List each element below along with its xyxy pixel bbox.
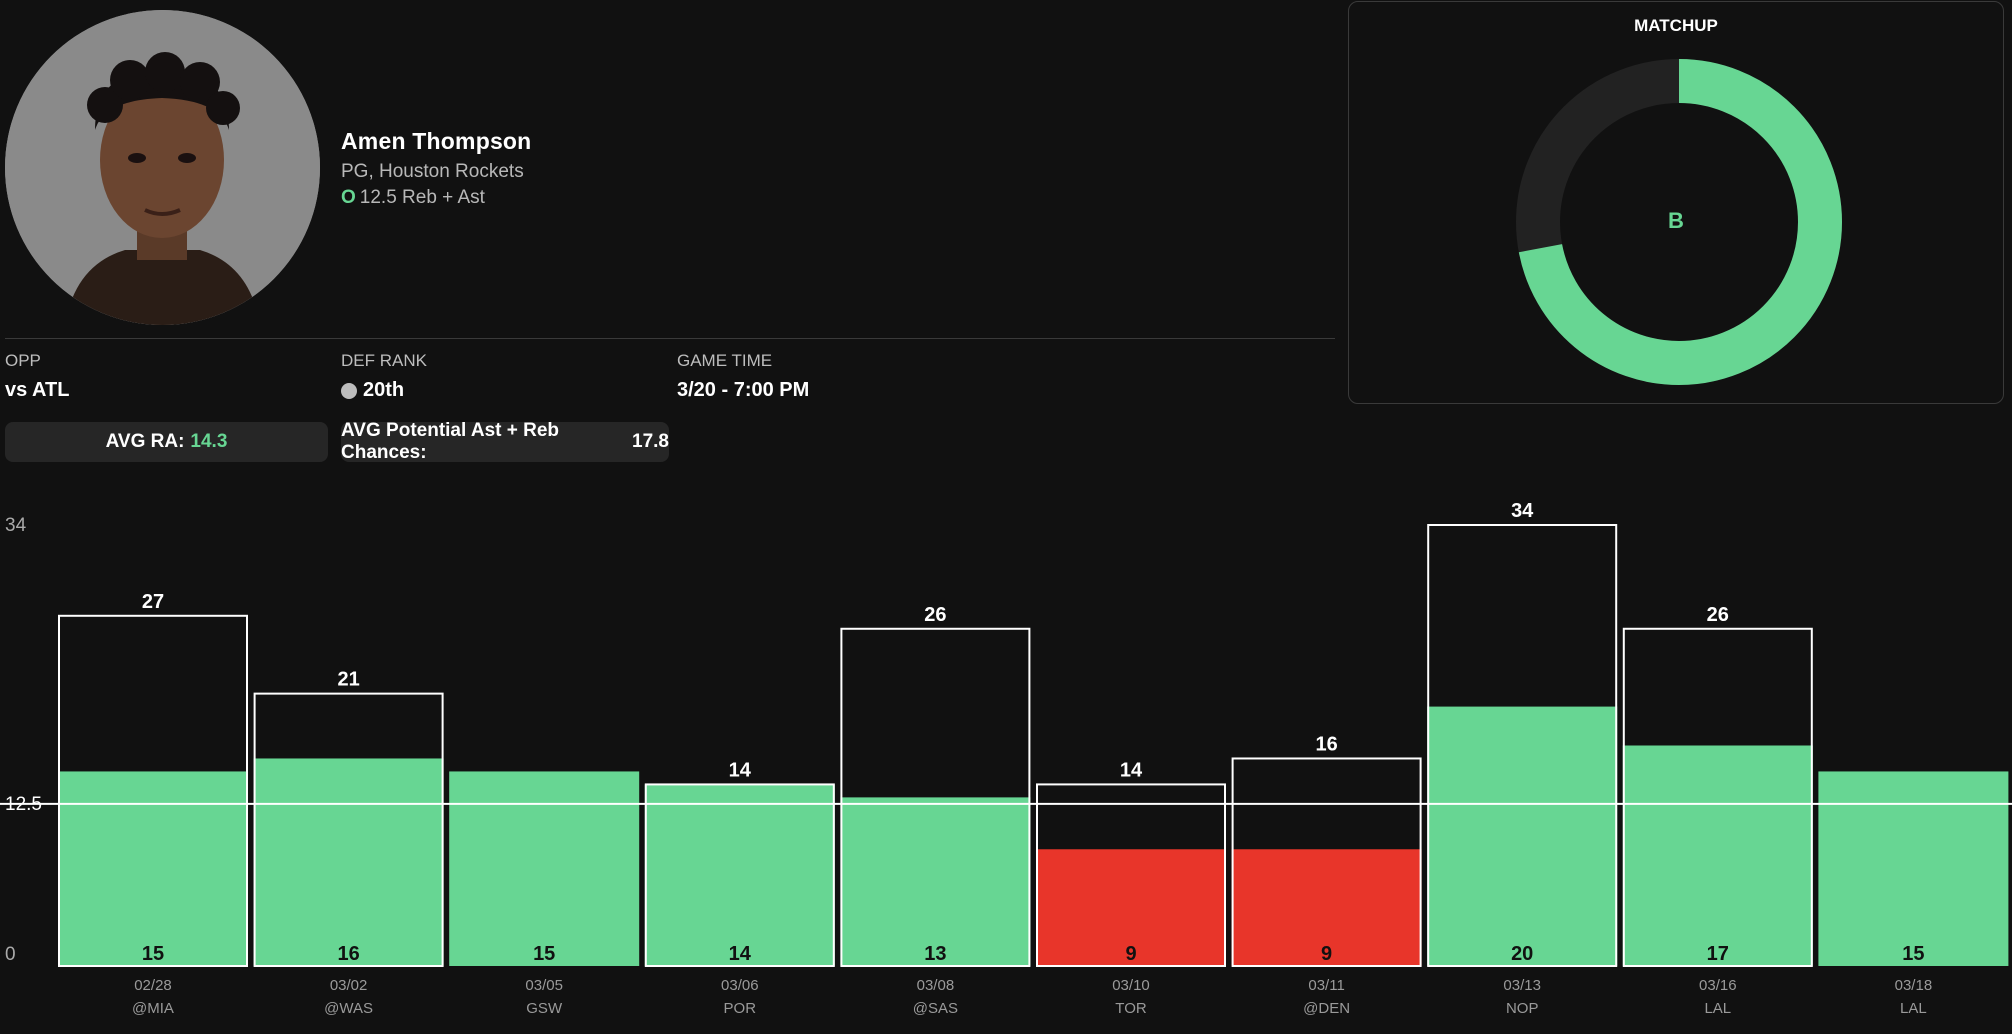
game-time-block: GAME TIME 3/20 - 7:00 PM <box>677 351 809 402</box>
bar-value <box>1622 745 1813 966</box>
potential-label: 26 <box>924 604 946 626</box>
bar-potential-outline <box>58 614 248 967</box>
bar-potential-outline <box>253 692 444 968</box>
y-axis-label: 34 <box>5 515 27 536</box>
x-date-label: 03/16 <box>1699 977 1737 994</box>
player-info: Amen Thompson PG, Houston Rockets O 12.5 … <box>341 128 531 209</box>
matchup-card: MATCHUP B <box>1348 1 2004 404</box>
avg-ra-pill: AVG RA: 14.3 <box>5 422 328 462</box>
bar-potential-outline <box>644 783 835 967</box>
bar-potential-outline <box>1622 627 1813 967</box>
x-opp-label: GSW <box>526 1000 563 1017</box>
opp-label: OPP <box>5 351 41 370</box>
bar-potential-outline <box>840 627 1031 967</box>
value-label: 17 <box>1707 943 1729 965</box>
x-opp-label: TOR <box>1115 1000 1147 1017</box>
x-date-label: 03/11 <box>1308 977 1344 994</box>
x-date-label: 02/28 <box>134 977 172 994</box>
potential-label: 21 <box>337 669 359 691</box>
x-date-label: 03/05 <box>525 977 563 994</box>
avg-ra-value: 14.3 <box>190 431 228 452</box>
def-rank-value: 20th <box>363 379 405 401</box>
value-label: 20 <box>1511 943 1533 965</box>
bar-potential-outline <box>1231 757 1422 967</box>
x-opp-label: POR <box>724 1000 757 1017</box>
opp-block: OPP vs ATL <box>5 351 69 402</box>
x-opp-label: LAL <box>1900 1000 1927 1017</box>
bar-value <box>840 797 1031 966</box>
def-rank-value-row: 20th <box>341 379 427 402</box>
player-prop-line: O 12.5 Reb + Ast <box>341 187 531 209</box>
bar-value <box>644 784 835 966</box>
bar-value <box>1231 849 1422 966</box>
value-label: 14 <box>729 943 752 965</box>
donut-fill <box>1516 59 1842 385</box>
potential-label: 14 <box>729 759 752 781</box>
x-opp-label: NOP <box>1506 1000 1539 1017</box>
player-avatar <box>5 10 320 325</box>
value-label: 15 <box>533 943 555 965</box>
bar-value <box>58 771 248 966</box>
bar-potential-outline <box>1036 783 1226 967</box>
x-date-label: 03/13 <box>1503 977 1541 994</box>
x-date-label: 03/02 <box>330 977 368 994</box>
value-label: 13 <box>924 943 946 965</box>
x-date-label: 03/08 <box>917 977 955 994</box>
bar-value <box>1036 849 1226 966</box>
bar-value <box>449 771 640 966</box>
rank-dot-icon <box>341 382 357 399</box>
value-label: 15 <box>1902 943 1924 965</box>
value-label: 15 <box>142 943 164 965</box>
avg-potential-label: AVG Potential Ast + Reb Chances: <box>341 420 560 463</box>
game-time-label: GAME TIME <box>677 351 773 370</box>
def-rank-label: DEF RANK <box>341 351 427 370</box>
potential-label: 34 <box>1511 500 1534 522</box>
player-headshot-icon <box>5 10 320 325</box>
player-position-team: PG, Houston Rockets <box>341 161 524 182</box>
matchup-title: MATCHUP <box>1634 16 1718 35</box>
potential-label: 27 <box>142 591 164 613</box>
x-opp-label: @WAS <box>324 1000 373 1017</box>
prop-line-text: 12.5 Reb + Ast <box>359 187 485 208</box>
x-opp-label: @MIA <box>132 1000 174 1017</box>
game-time-value: 3/20 - 7:00 PM <box>677 379 810 401</box>
value-label: 9 <box>1125 943 1136 965</box>
value-label: 9 <box>1321 943 1332 965</box>
x-date-label: 03/18 <box>1895 977 1933 994</box>
def-rank-block: DEF RANK 20th <box>341 351 427 402</box>
avg-potential-pill: AVG Potential Ast + Reb Chances: 17.8 <box>341 420 669 463</box>
opp-value: vs ATL <box>5 379 70 401</box>
x-date-label: 03/06 <box>721 977 759 994</box>
x-opp-label: LAL <box>1704 1000 1731 1017</box>
avg-ra-label: AVG RA: <box>105 431 185 452</box>
over-indicator: O <box>341 187 356 208</box>
potential-label: 14 <box>1120 759 1143 781</box>
x-opp-label: @DEN <box>1303 1000 1350 1017</box>
matchup-donut <box>1516 59 1842 385</box>
avg-potential-value: 17.8 <box>632 431 669 452</box>
x-opp-label: @SAS <box>913 1000 958 1017</box>
potential-label: 16 <box>1315 733 1337 755</box>
player-name: Amen Thompson <box>341 128 532 154</box>
bar-potential-outline <box>1427 524 1618 967</box>
y-axis-label: 0 <box>5 944 16 965</box>
divider <box>5 338 1335 339</box>
bar-value <box>1818 771 2009 966</box>
bar-value <box>253 758 444 966</box>
matchup-grade: B <box>1668 208 1684 233</box>
bar-value <box>1427 706 1618 966</box>
x-date-label: 03/10 <box>1112 977 1150 994</box>
potential-label: 26 <box>1707 604 1729 626</box>
value-label: 16 <box>337 943 359 965</box>
